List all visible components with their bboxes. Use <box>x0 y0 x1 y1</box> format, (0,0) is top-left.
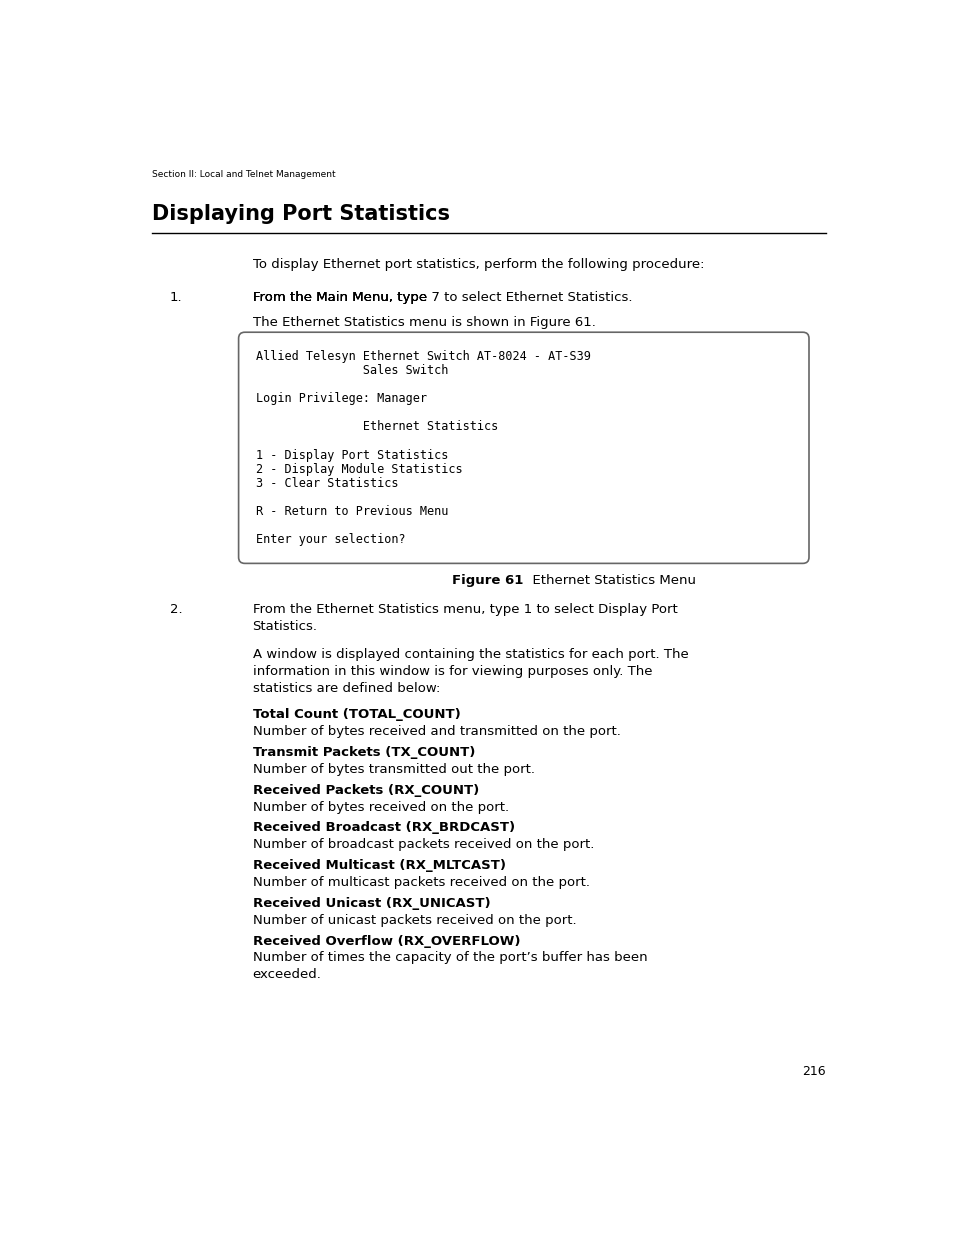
Text: Total Count (TOTAL_COUNT): Total Count (TOTAL_COUNT) <box>253 708 459 721</box>
Text: statistics are defined below:: statistics are defined below: <box>253 682 439 695</box>
Text: Transmit Packets (TX_COUNT): Transmit Packets (TX_COUNT) <box>253 746 475 758</box>
Text: information in this window is for viewing purposes only. The: information in this window is for viewin… <box>253 664 651 678</box>
Text: Number of bytes received and transmitted on the port.: Number of bytes received and transmitted… <box>253 725 619 739</box>
Text: Received Multicast (RX_MLTCAST): Received Multicast (RX_MLTCAST) <box>253 860 505 872</box>
Text: Number of bytes received on the port.: Number of bytes received on the port. <box>253 800 508 814</box>
Text: Sales Switch: Sales Switch <box>256 364 448 377</box>
Text: Ethernet Statistics Menu: Ethernet Statistics Menu <box>523 574 695 587</box>
Text: 1 - Display Port Statistics: 1 - Display Port Statistics <box>256 448 448 462</box>
Text: A window is displayed containing the statistics for each port. The: A window is displayed containing the sta… <box>253 648 687 661</box>
Text: Statistics.: Statistics. <box>253 620 317 634</box>
Text: Number of times the capacity of the port’s buffer has been: Number of times the capacity of the port… <box>253 951 646 965</box>
Text: exceeded.: exceeded. <box>253 968 321 981</box>
Text: Received Unicast (RX_UNICAST): Received Unicast (RX_UNICAST) <box>253 897 490 910</box>
Text: Ethernet Statistics: Ethernet Statistics <box>256 420 498 433</box>
Text: Figure 61: Figure 61 <box>452 574 523 587</box>
Text: 3 - Clear Statistics: 3 - Clear Statistics <box>256 477 398 490</box>
Text: Received Broadcast (RX_BRDCAST): Received Broadcast (RX_BRDCAST) <box>253 821 514 835</box>
Text: 2 - Display Module Statistics: 2 - Display Module Statistics <box>256 463 462 475</box>
Text: From the Main Menu, type 7 to select Ethernet Statistics.: From the Main Menu, type 7 to select Eth… <box>253 290 632 304</box>
Text: Number of multicast packets received on the port.: Number of multicast packets received on … <box>253 876 589 889</box>
Text: Allied Telesyn Ethernet Switch AT-8024 - AT-S39: Allied Telesyn Ethernet Switch AT-8024 -… <box>256 350 591 363</box>
Text: Section II: Local and Telnet Management: Section II: Local and Telnet Management <box>152 169 335 179</box>
Text: Number of unicast packets received on the port.: Number of unicast packets received on th… <box>253 914 576 926</box>
Text: Received Overflow (RX_OVERFLOW): Received Overflow (RX_OVERFLOW) <box>253 935 519 947</box>
Text: R - Return to Previous Menu: R - Return to Previous Menu <box>256 505 448 517</box>
Text: 216: 216 <box>801 1065 825 1078</box>
Text: To display Ethernet port statistics, perform the following procedure:: To display Ethernet port statistics, per… <box>253 258 703 270</box>
Text: From the Main Menu, type: From the Main Menu, type <box>253 290 431 304</box>
Text: 1.: 1. <box>170 290 182 304</box>
Text: Login Privilege: Manager: Login Privilege: Manager <box>256 393 427 405</box>
Text: Enter your selection?: Enter your selection? <box>256 534 406 546</box>
FancyBboxPatch shape <box>238 332 808 563</box>
Text: From the Ethernet Statistics menu, type 1 to select Display Port: From the Ethernet Statistics menu, type … <box>253 604 677 616</box>
Text: Received Packets (RX_COUNT): Received Packets (RX_COUNT) <box>253 783 478 797</box>
Text: Number of broadcast packets received on the port.: Number of broadcast packets received on … <box>253 839 594 851</box>
Text: 2.: 2. <box>170 604 182 616</box>
Text: The Ethernet Statistics menu is shown in Figure 61.: The Ethernet Statistics menu is shown in… <box>253 316 595 329</box>
Text: Displaying Port Statistics: Displaying Port Statistics <box>152 204 449 224</box>
Text: From the Main Menu, type: From the Main Menu, type <box>253 290 431 304</box>
Text: Number of bytes transmitted out the port.: Number of bytes transmitted out the port… <box>253 763 534 776</box>
